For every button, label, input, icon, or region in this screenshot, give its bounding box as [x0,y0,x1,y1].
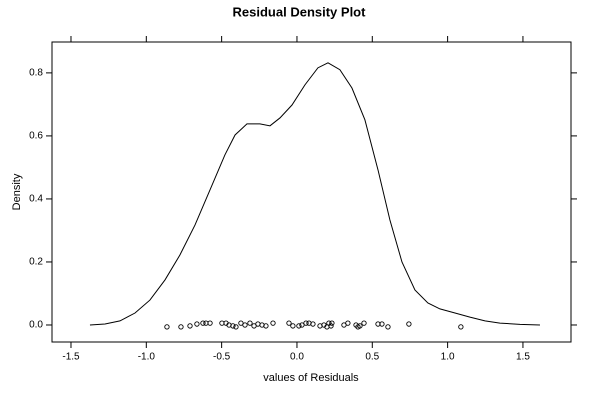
rug-point [406,321,412,327]
rug-point [458,324,464,330]
x-axis-label: values of Residuals [263,372,359,384]
rug-point [361,320,367,326]
rug-point [310,321,316,327]
rug-point [230,323,236,329]
x-tick-label: 0.0 [290,352,304,363]
rug-point [299,322,305,328]
rug-point [385,324,391,330]
rug-point [357,323,363,329]
x-tick-label: -0.5 [213,352,231,363]
rug-point [290,323,296,329]
x-tick-label: 1.5 [516,352,530,363]
y-axis-label: Density [11,173,23,210]
rug-point [233,324,239,330]
chart-title: Residual Density Plot [233,4,367,19]
y-tick-label: 0.0 [29,320,43,331]
rug-point [286,320,292,326]
rug-point [270,320,276,326]
rug-point [263,323,269,329]
rug-point [164,324,170,330]
rug-point [328,323,334,329]
x-tick-label: 1.0 [441,352,455,363]
rug-point [238,320,244,326]
rug-point [187,323,193,329]
y-tick-label: 0.4 [29,194,43,205]
rug-point [375,321,381,327]
rug-point [242,322,248,328]
rug-point [247,320,253,326]
y-tick-label: 0.6 [29,131,43,142]
plot-frame [51,41,572,343]
rug-point [200,320,206,326]
y-tick-label: 0.2 [29,257,43,268]
rug-point [345,320,351,326]
y-tick-label: 0.8 [29,68,43,79]
rug-point [296,323,302,329]
rug-point [207,320,213,326]
rug-point [379,321,385,327]
x-tick-label: 0.5 [365,352,379,363]
rug-point [303,320,309,326]
rug-point [178,324,184,330]
x-tick-label: -1.0 [138,352,156,363]
x-tick-label: -1.5 [62,352,80,363]
rug-point [329,320,335,326]
density-line [89,62,540,326]
rug-point [194,321,200,327]
